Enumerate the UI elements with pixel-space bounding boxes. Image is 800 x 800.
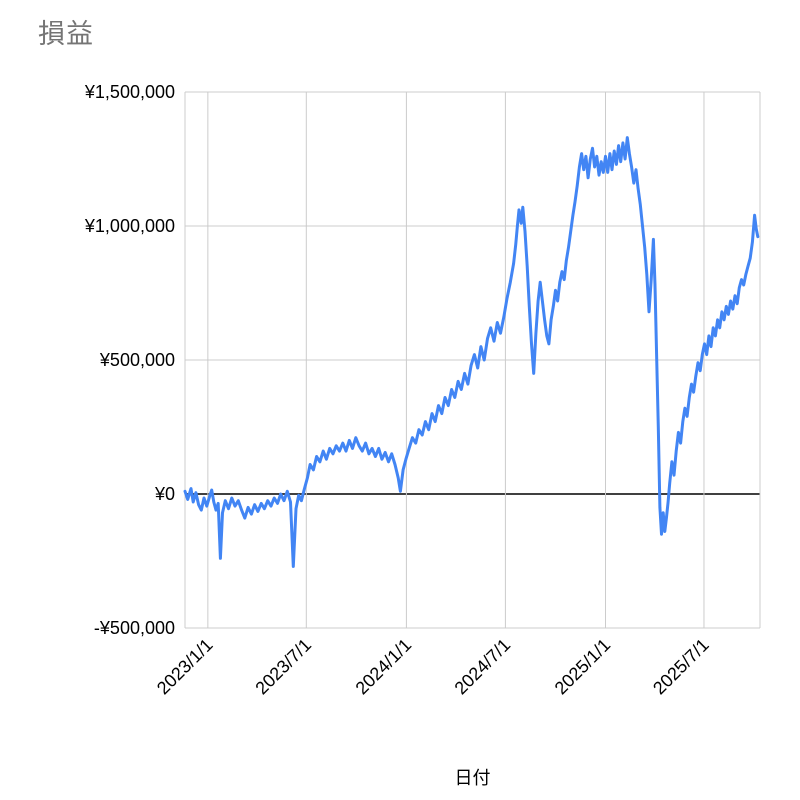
y-tick-label: ¥0 (154, 484, 175, 504)
x-tick-label: 2024/7/1 (451, 635, 515, 699)
x-tick-label: 2023/7/1 (251, 635, 315, 699)
x-axis-title: 日付 (454, 768, 491, 788)
y-tick-label: -¥500,000 (94, 618, 175, 638)
y-tick-label: ¥1,500,000 (84, 82, 175, 102)
y-tick-label: ¥500,000 (99, 350, 175, 370)
x-tick-label: 2024/1/1 (352, 635, 416, 699)
chart-title: 損益 (38, 19, 94, 49)
series-line (183, 136, 760, 568)
x-tick-label: 2025/7/1 (649, 635, 713, 699)
x-tick-label: 2023/1/1 (153, 635, 217, 699)
x-tick-label: 2025/1/1 (551, 635, 615, 699)
y-tick-label: ¥1,000,000 (84, 216, 175, 236)
